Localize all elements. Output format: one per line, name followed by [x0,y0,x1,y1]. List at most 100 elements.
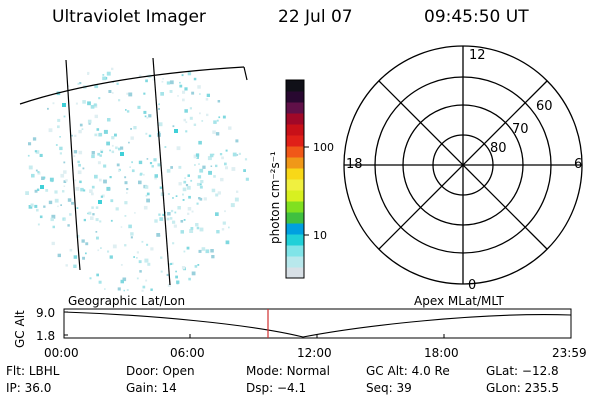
emission-dot [188,195,191,199]
emission-dot [185,184,189,187]
emission-dot [45,189,49,192]
emission-dot [103,129,108,134]
emission-dot [73,255,78,259]
emission-dot [211,255,215,259]
emission-dot [182,193,184,196]
altitude-xtick-label-06: 06:00 [170,346,205,360]
status-glat: GLat: −12.8 [486,364,559,378]
emission-dot [37,171,40,174]
emission-dot [244,158,248,161]
emission-dot [221,156,224,160]
emission-dot [166,81,170,85]
emission-dot [211,188,216,193]
emission-dot [120,146,124,150]
emission-dot-bright [120,152,124,156]
emission-dot [39,153,43,157]
emission-dot [159,186,163,189]
emission-dot [107,118,111,122]
emission-dot [92,213,95,216]
emission-dot [232,152,237,157]
emission-dot [94,174,98,179]
colorbar-cell [286,201,304,213]
emission-dot [167,212,171,216]
emission-dot [213,175,216,178]
emission-dot [193,77,197,81]
emission-dot [126,110,130,113]
emission-dot [35,169,38,172]
emission-dot [206,93,210,97]
emission-dot [59,146,63,151]
emission-dot [145,132,148,135]
emission-dot [94,84,99,89]
emission-dot [198,197,201,200]
emission-dot [111,144,114,147]
emission-dot [82,256,85,260]
altitude-xtick-label-00: 00:00 [44,346,79,360]
emission-dot [206,113,209,117]
emission-dot [63,180,67,183]
emission-dot [175,270,177,273]
emission-dot [116,82,119,85]
emission-dot [147,262,151,266]
emission-dot [85,252,87,255]
emission-dot [102,76,106,81]
emission-dot [184,177,186,179]
colorbar-cell [286,267,304,279]
emission-dot [170,166,173,169]
emission-dot [107,250,110,253]
emission-dot [97,152,100,156]
colorbar: 100 10 photon cm⁻²s⁻¹ [268,79,334,279]
emission-dot [146,158,149,160]
emission-dot [136,251,139,254]
altitude-ytick-label-9: 9.0 [36,306,55,320]
emission-dot [124,215,127,217]
emission-dot [187,71,192,76]
emission-dot [187,212,190,215]
emission-dot [124,181,128,185]
emission-dot [122,277,127,282]
emission-dot [181,266,186,270]
emission-dot [184,87,188,91]
colorbar-cell [286,113,304,125]
emission-dot [236,190,239,193]
emission-dot [79,180,82,184]
altitude-plot-frame [63,308,572,339]
emission-dot [37,223,40,226]
emission-dot [130,128,132,130]
emission-dot [62,190,65,193]
emission-dot [133,256,135,258]
emission-dot [118,168,121,172]
geo-panel-label: Geographic Lat/Lon [68,294,185,308]
emission-dot [83,189,86,192]
emission-dot [143,205,148,210]
emission-dot [133,126,137,130]
emission-dot [138,180,142,185]
emission-dot [28,205,33,209]
emission-dot [178,165,182,169]
emission-dot [112,244,117,249]
emission-dot [145,279,148,282]
colorbar-cell [286,91,304,103]
emission-dot [199,168,204,173]
emission-dot [152,78,155,81]
emission-dot [150,288,153,291]
emission-dot [95,206,99,209]
emission-dot [189,107,192,110]
emission-dot [144,115,147,118]
mlat-label-80: 80 [490,141,507,156]
emission-dot [79,82,82,85]
emission-dot [115,146,118,150]
emission-dot [182,199,185,201]
emission-dot [138,260,142,264]
emission-dot [143,92,146,95]
emission-dot [196,182,200,186]
emission-dot [220,177,224,182]
emission-dot [225,240,230,245]
emission-dot [120,279,124,284]
emission-dot [194,265,198,268]
emission-dot [115,207,119,211]
emission-dot [185,121,188,124]
emission-dot [190,179,193,182]
emission-dot [118,147,121,151]
emission-dot [162,78,164,80]
